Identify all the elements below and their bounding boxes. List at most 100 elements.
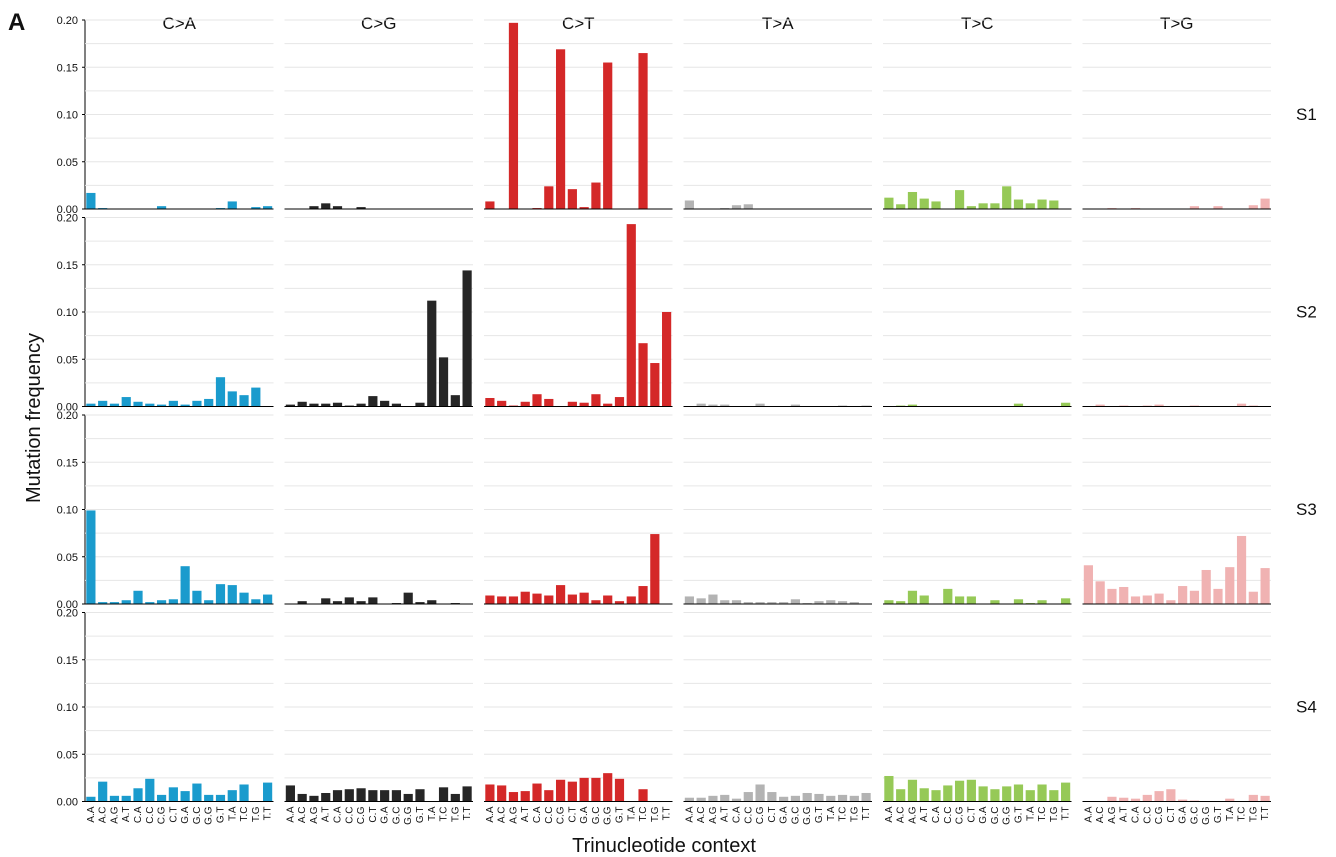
x-tick-label: C.G [157,806,168,824]
bar [133,401,143,407]
x-tick-label: T.C [638,807,649,822]
bar [438,357,449,407]
bar [1154,791,1164,802]
x-tick-label: A.A [884,806,895,822]
bar [368,597,378,604]
x-tick-label: A.A [1083,806,1094,822]
x-tick-label: G.A [978,806,989,824]
bar [954,596,965,604]
bar [215,377,226,407]
bar [1025,790,1035,802]
bar [508,792,519,802]
bar [1095,581,1105,604]
bar [263,594,273,604]
bar [145,602,155,604]
bar [285,404,295,407]
bar [168,599,178,604]
bar [391,403,402,407]
bar [204,600,214,604]
x-tick-label: G.C [1189,807,1200,825]
bar [544,186,554,209]
bar [1025,203,1035,209]
bar [555,585,566,604]
bar [896,601,906,604]
bar [485,397,495,407]
x-tick-label: C.T [1166,807,1177,823]
mutation-type-header: T>C [961,14,994,33]
bar [462,786,472,802]
x-tick-label: G.C [192,807,203,825]
sample-label: S2 [1296,303,1317,322]
bar [790,795,801,802]
bar [1095,404,1105,407]
x-tick-label: G.G [603,806,614,825]
bar [684,596,694,604]
bar [98,602,108,604]
bar [192,590,202,604]
bar [1142,595,1152,604]
y-tick-label: 0.00 [57,599,78,611]
bar [884,775,894,802]
bar [1236,535,1247,604]
bar [954,780,965,802]
bar [309,403,319,407]
bar [415,602,425,604]
x-tick-label: T.A [826,806,837,821]
bar [790,599,801,604]
bar [532,394,542,407]
x-axis-label: Trinucleotide context [572,835,756,857]
bar [579,402,589,407]
x-tick-label: T.T [1260,807,1271,821]
bar [755,403,765,407]
bar [662,312,672,407]
x-tick-label: G.A [180,806,191,824]
bar [180,791,190,802]
bar [1013,403,1024,407]
x-tick-label: T.A [427,806,438,821]
x-tick-label: C.T [966,807,977,823]
bar [544,398,554,407]
bar [1225,798,1235,802]
bar [990,203,1000,209]
bar [567,401,577,407]
x-tick-label: C.C [544,807,555,824]
bar [485,201,495,209]
bar [192,400,202,407]
bar [731,798,742,802]
x-tick-label: C.A [133,806,144,823]
y-tick-label: 0.20 [57,213,78,225]
y-tick-label: 0.05 [57,157,78,169]
y-tick-label: 0.20 [57,608,78,620]
bar [380,400,390,407]
bar [591,394,601,407]
bar [156,600,167,604]
x-tick-label: A.T [919,807,930,823]
bar [1260,795,1270,802]
bar [696,598,706,604]
bar [497,400,507,407]
panel-letter: A [8,9,25,36]
x-tick-label: T.A [1225,806,1236,821]
bar [415,789,425,802]
bar [321,792,331,802]
bar [485,595,495,604]
bar [1037,600,1047,604]
bar [579,207,589,209]
bar [86,796,96,802]
bar [1248,205,1258,209]
bar [508,596,519,604]
x-tick-label: C.T [368,807,379,823]
y-tick-label: 0.10 [57,505,78,517]
bar [720,600,730,604]
y-tick-label: 0.10 [57,702,78,714]
bar [356,403,366,407]
bar [508,22,519,210]
bar [767,792,777,802]
x-tick-label: T.G [650,806,661,822]
bar [990,789,1000,802]
mutation-type-header: C>T [562,14,595,33]
bar [907,191,918,209]
bar [708,594,718,604]
bar [356,207,366,209]
bar [1002,786,1012,802]
